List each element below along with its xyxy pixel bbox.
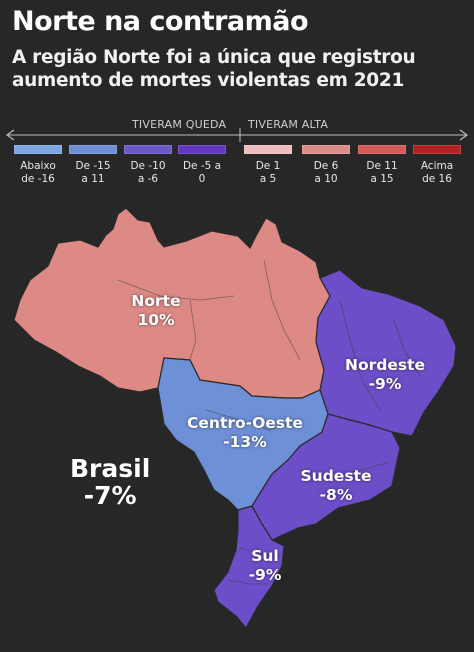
legend-rose-label: TIVERAM ALTA <box>248 118 329 131</box>
legend-label-line1: De 11 <box>366 160 398 172</box>
region-value: -13% <box>223 433 267 451</box>
state-borders <box>117 259 421 585</box>
legend-label-line2: a 10 <box>314 173 338 185</box>
region-label-centro-oeste: Centro-Oeste -13% <box>187 414 303 452</box>
region-name: Centro-Oeste <box>187 414 303 432</box>
legend-label-line2: a -6 <box>137 173 159 185</box>
region-nordeste <box>315 269 457 437</box>
legend-label-line2: de 16 <box>422 173 452 185</box>
region-name: Sudeste <box>300 467 372 485</box>
legend-label-line2: a 5 <box>259 173 277 185</box>
legend-swatch <box>178 145 226 154</box>
region-label-sudeste: Sudeste -8% <box>301 467 372 505</box>
legend-item-1: De -15 a 11 <box>69 145 117 186</box>
brasil-label: Brasil <box>70 454 151 483</box>
legend-label-line1: Acima <box>420 160 454 172</box>
legend-label-line1: De -15 <box>75 160 111 172</box>
legend-item-7: Acima de 16 <box>413 145 461 186</box>
legend-label-line1: Abaixo <box>20 160 56 172</box>
region-name: Sul <box>251 547 279 565</box>
legend-swatch <box>124 145 172 154</box>
legend-item-0: Abaixo de -16 <box>14 145 62 186</box>
region-value: -9% <box>368 375 402 393</box>
legend-fell-label: TIVERAM QUEDA <box>132 118 227 131</box>
legend-swatch <box>14 145 62 154</box>
legend-item-2: De -10 a -6 <box>124 145 172 186</box>
legend-label-line2: a 11 <box>81 173 105 185</box>
legend-label-line1: De 6 <box>313 160 339 172</box>
legend-label-line2: a 15 <box>370 173 394 185</box>
legend-swatch <box>413 145 461 154</box>
region-value: 10% <box>137 311 175 329</box>
page-subtitle: A região Norte foi a única que registrou… <box>12 47 416 91</box>
legend-label-line2: de -16 <box>21 173 55 185</box>
region-label-norte: Norte 10% <box>131 292 180 330</box>
region-value: -8% <box>319 486 353 504</box>
legend-label-line1: De -5 a 0 <box>182 160 222 185</box>
region-sul <box>213 505 285 630</box>
legend-axis <box>5 128 469 142</box>
page-title: Norte na contramão <box>12 6 309 37</box>
legend-item-6: De 11 a 15 <box>358 145 406 186</box>
brasil-total: Brasil -7% <box>70 455 150 509</box>
legend-label-line1: De 1 <box>255 160 281 172</box>
legend-swatch <box>244 145 292 154</box>
legend-swatch <box>358 145 406 154</box>
legend-item-3: De -5 a 0 <box>178 145 226 186</box>
legend-label-line1: De -10 <box>130 160 166 172</box>
region-name: Norte <box>131 292 181 310</box>
region-value: -9% <box>248 566 282 584</box>
region-label-sul: Sul -9% <box>249 547 282 585</box>
legend-swatch <box>302 145 350 154</box>
brasil-value: -7% <box>83 481 137 510</box>
region-name: Nordeste <box>344 356 426 374</box>
legend-swatch <box>69 145 117 154</box>
region-label-nordeste: Nordeste -9% <box>345 356 425 394</box>
